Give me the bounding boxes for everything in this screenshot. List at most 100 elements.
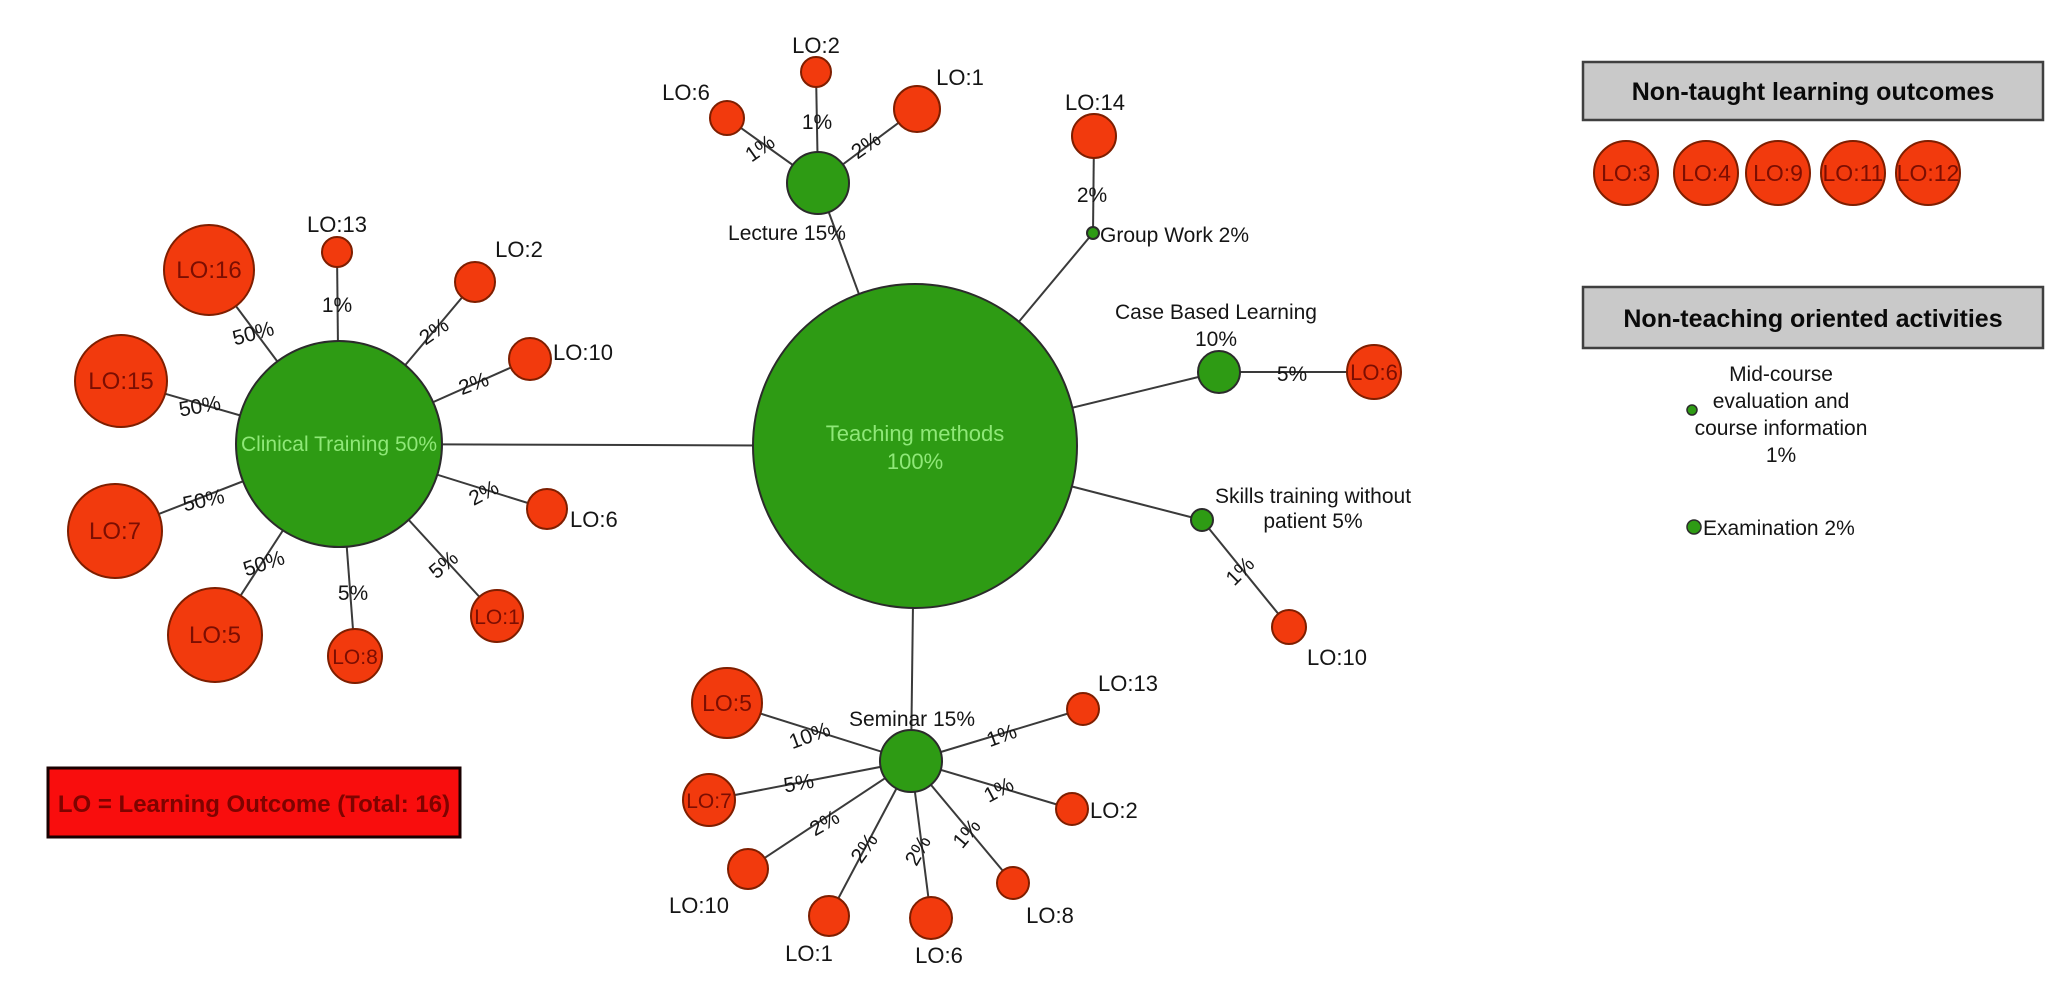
non-taught-panel-header-box <box>1581 60 2045 122</box>
node-label-case-based-learning-line2: 10% <box>1195 328 1237 351</box>
node-label-skills-training-line2: patient 5% <box>1263 510 1362 533</box>
legend-layer: Non-taught learning outcomes LO:3 LO:4 LO:9… <box>46 60 2045 839</box>
node-label-lo1-seminar: LO:1 <box>785 941 833 966</box>
non-taught-outcome-lo3 <box>1593 140 1659 206</box>
node-label-lo8-clinical: LO:8 <box>332 646 378 669</box>
node-lo6-seminar <box>909 896 953 940</box>
activity-label-mid-course-evaluation-line3: course information <box>1695 417 1868 440</box>
node-label-lo13-clinical: LO:13 <box>307 212 367 237</box>
edge-weight-label-clinical-training--lo15-clinical: 50% <box>177 392 222 422</box>
edge-weight-label-clinical-training--lo1-clinical: 5% <box>425 546 463 583</box>
edge-weight-label-seminar--lo13-seminar: 1% <box>984 720 1020 752</box>
node-label-lo10-skills: LO:10 <box>1307 645 1367 670</box>
activity-label-examination: Examination 2% <box>1703 517 1855 540</box>
edge-weight-label-seminar--lo6-seminar: 2% <box>901 832 936 870</box>
edge-weight-label-clinical-training--lo10-clinical: 2% <box>456 368 492 400</box>
edge-weight-label-clinical-training--lo6-clinical: 2% <box>465 476 503 511</box>
edge-weight-label-lecture--lo6-lecture: 1% <box>741 131 779 167</box>
node-lo1-lecture <box>893 85 941 133</box>
node-seminar <box>879 729 943 793</box>
activity-dot-mid-course-evaluation <box>1686 404 1698 416</box>
edge-weight-label-case-based-learning--lo6-case: 5% <box>1277 363 1307 386</box>
node-label-lo2-lecture: LO:2 <box>792 33 840 58</box>
node-lo2-seminar <box>1055 792 1089 826</box>
node-label-case-based-learning-line1: Case Based Learning <box>1115 301 1317 324</box>
node-lo6-lecture <box>709 100 745 136</box>
node-label-seminar: Seminar 15% <box>849 708 975 731</box>
node-label-lo10-clinical: LO:10 <box>553 340 613 365</box>
node-lo8-seminar <box>996 866 1030 900</box>
edge-weight-label-clinical-training--lo7-clinical: 50% <box>181 485 227 516</box>
node-lo5-clinical <box>167 587 263 683</box>
edge-weight-label-seminar--lo10-seminar: 2% <box>806 806 844 841</box>
node-label-lo6-clinical: LO:6 <box>570 507 618 532</box>
non-taught-panel-title: Non-taught learning outcomes <box>1632 78 1995 106</box>
node-label-clinical-training: Clinical Training 50% <box>241 433 437 456</box>
node-label-lo6-lecture: LO:6 <box>662 80 710 105</box>
activity-label-mid-course-evaluation-line2: evaluation and <box>1713 390 1850 413</box>
non-taught-outcome-label-lo11: LO:11 <box>1823 160 1884 186</box>
node-lo2-lecture <box>800 56 832 88</box>
non-taught-outcome-label-lo3: LO:3 <box>1601 160 1651 186</box>
node-lo1-clinical <box>470 589 524 643</box>
node-skills-training <box>1190 508 1214 532</box>
node-label-lo15-clinical: LO:15 <box>88 368 153 395</box>
node-lo6-case <box>1346 344 1402 400</box>
node-lo7-clinical <box>67 483 163 579</box>
node-clinical-training <box>235 340 443 548</box>
edge-weight-label-lecture--lo1-lecture: 2% <box>847 128 885 164</box>
non-taught-outcome-lo12 <box>1895 140 1961 206</box>
node-label-lo1-clinical: LO:1 <box>474 606 520 629</box>
node-lo13-clinical <box>321 236 353 268</box>
node-lo6-clinical <box>526 488 568 530</box>
non-taught-outcome-lo9 <box>1745 140 1811 206</box>
non-taught-outcome-lo11 <box>1820 140 1886 206</box>
edge-weight-label-clinical-training--lo16-clinical: 50% <box>230 317 277 350</box>
node-label-lo16-clinical: LO:16 <box>176 257 241 284</box>
edge-weight-label-clinical-training--lo2-clinical: 2% <box>415 314 453 350</box>
edge-skills-training--lo10-skills <box>1201 519 1290 628</box>
edge-weight-label-clinical-training--lo5-clinical: 50% <box>240 546 287 581</box>
edge-seminar--lo7-seminar <box>708 760 912 801</box>
node-lo14-group <box>1071 113 1117 159</box>
node-lo15-clinical <box>74 334 168 428</box>
node-lo16-clinical <box>163 224 255 316</box>
node-lo8-clinical <box>327 628 383 684</box>
non-taught-outcome-label-lo12: LO:12 <box>1897 160 1960 186</box>
nodes-layer <box>67 56 1402 940</box>
node-lo13-seminar <box>1066 692 1100 726</box>
node-label-teaching-methods-line1: Teaching methods <box>826 421 1005 446</box>
node-case-based-learning <box>1197 350 1241 394</box>
node-label-lo13-seminar: LO:13 <box>1098 671 1158 696</box>
activity-dot-examination <box>1686 519 1702 535</box>
edge-weight-label-clinical-training--lo8-clinical: 5% <box>338 582 368 605</box>
non-taught-outcome-label-lo9: LO:9 <box>1753 160 1803 186</box>
node-lo1-seminar <box>808 895 850 937</box>
legend-note-text: LO = Learning Outcome (Total: 16) <box>58 791 450 818</box>
node-label-lo7-seminar: LO:7 <box>686 790 732 813</box>
non-taught-outcome-label-lo4: LO:4 <box>1681 160 1731 186</box>
node-label-group-work: Group Work 2% <box>1100 224 1249 247</box>
node-lecture <box>786 151 850 215</box>
node-label-lo10-seminar: LO:10 <box>669 893 729 918</box>
edge-weight-label-clinical-training--lo13-clinical: 1% <box>322 294 352 317</box>
activity-label-mid-course-evaluation-line4: 1% <box>1766 444 1796 467</box>
node-label-lo2-seminar: LO:2 <box>1090 798 1138 823</box>
node-label-lecture: Lecture 15% <box>728 222 846 245</box>
node-labels-layer: Teaching methods 100% Clinical Training 50… <box>88 33 1411 968</box>
node-label-lo5-clinical: LO:5 <box>189 622 241 649</box>
node-lo2-clinical <box>454 261 496 303</box>
node-group-work <box>1086 226 1100 240</box>
edge-weight-label-seminar--lo1-seminar: 2% <box>847 829 883 867</box>
node-label-lo14-group: LO:14 <box>1065 90 1125 115</box>
node-label-lo8-seminar: LO:8 <box>1026 903 1074 928</box>
edge-weight-label-lecture--lo2-lecture: 1% <box>802 111 832 134</box>
non-teaching-panel-title: Non-teaching oriented activities <box>1623 305 2002 333</box>
node-label-teaching-methods-line2: 100% <box>887 449 943 474</box>
node-lo5-seminar <box>691 667 763 739</box>
node-label-lo7-clinical: LO:7 <box>89 518 141 545</box>
node-lo10-clinical <box>508 337 552 381</box>
edge-weight-label-group-work--lo14-group: 2% <box>1077 184 1107 207</box>
activity-label-mid-course-evaluation-line1: Mid-course <box>1729 363 1833 386</box>
